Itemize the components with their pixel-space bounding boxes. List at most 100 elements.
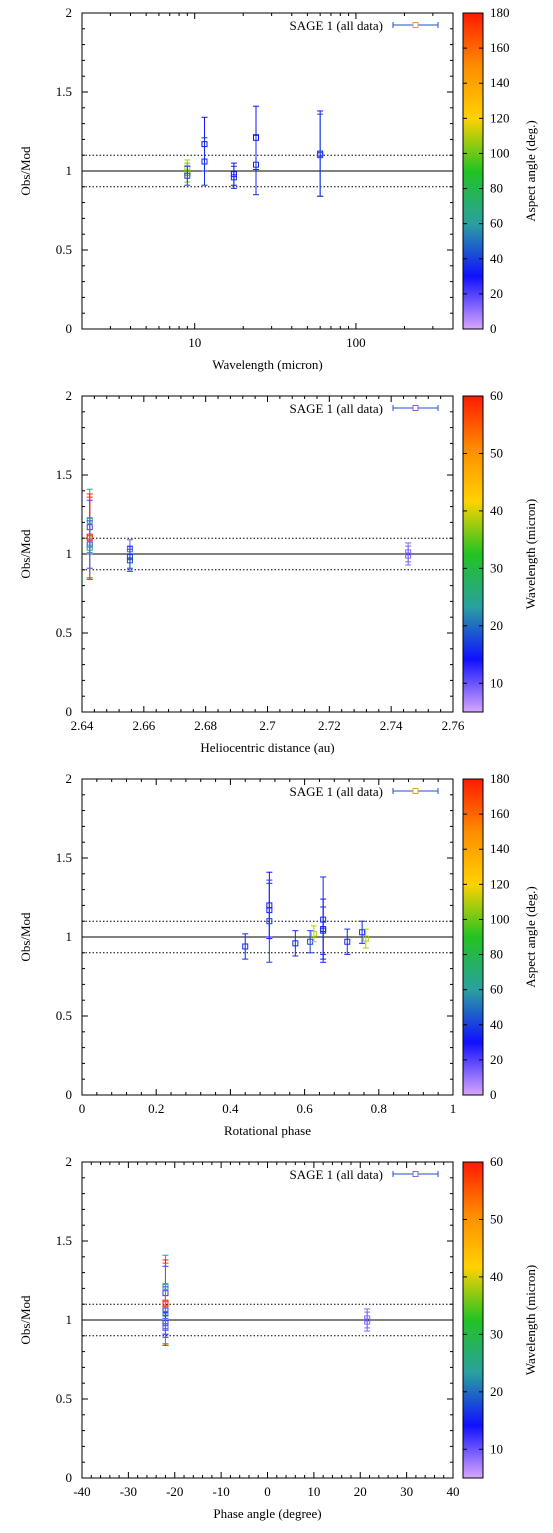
colorbar-scale [462,395,484,713]
point-marker [86,544,93,551]
colorbar-label: Aspect angle (deg.) [523,886,538,987]
x-tick-label: 0.2 [148,1101,164,1116]
point-marker [364,1318,371,1325]
colorbar-tick-label: 30 [490,1326,503,1341]
x-tick-label: 2.76 [442,718,465,733]
x-tick-label: 10 [188,335,201,350]
colorbar: 0 20 40 60 80 100 120 140 160 180 Aspect angle (de… [462,771,538,1102]
data-point [320,906,327,955]
colorbar-tick-label: 160 [490,40,510,55]
colorbar-tick-label: 80 [490,947,503,962]
x-tick-label: 2.64 [71,718,94,733]
y-tick-label: 0 [66,321,73,336]
x-tick-label: 0.4 [222,1101,239,1116]
y-tick-label: 2 [66,388,73,403]
point-marker [252,161,259,168]
legend-label: SAGE 1 (all data) [289,401,383,416]
colorbar-tick-label: 60 [490,982,503,997]
colorbar-tick-label: 60 [490,388,503,403]
chart-panel-2: 0 0.5 1 1.5 2 2.64 2.66 2.68 2.7 2.72 2.74 2.76 Heli… [18,388,538,755]
point-marker [317,152,324,159]
point-marker [344,938,351,945]
colorbar-tick-label: 0 [490,1087,497,1102]
legend-marker [412,22,419,28]
colorbar-tick-label: 120 [490,876,510,891]
colorbar-tick-label: 10 [490,1441,503,1456]
y-tick-label: 0.5 [56,242,72,257]
data-point [184,165,191,186]
colorbar-tick-label: 40 [490,1017,503,1032]
data-point [201,137,208,186]
colorbar-tick-label: 20 [490,1052,503,1067]
x-axis-label: Rotational phase [224,1123,311,1138]
legend-marker [412,788,419,794]
x-tick-label: -10 [212,1484,229,1499]
y-axis-label: Obs/Mod [18,1295,33,1345]
point-marker [162,1324,169,1331]
y-tick-label: 2 [66,771,73,786]
legend: SAGE 1 (all data) [289,1167,439,1182]
x-tick-label: -20 [166,1484,183,1499]
legend-label: SAGE 1 (all data) [289,784,383,799]
colorbar-tick-label: 40 [490,1269,503,1284]
y-axis-label: Obs/Mod [18,529,33,579]
colorbar-label: Wavelength (micron) [523,499,538,610]
x-tick-label: 0.8 [371,1101,387,1116]
legend-marker [412,1171,419,1177]
y-tick-label: 1.5 [56,850,72,865]
x-tick-label: 40 [447,1484,460,1499]
data-point [307,930,314,954]
data-point [252,134,259,196]
colorbar: 10 20 30 40 50 60 Wavelength (micron) [462,1154,538,1479]
colorbar: 0 20 40 60 80 100 120 140 160 180 Aspect angle (de… [462,5,538,336]
x-tick-label: -40 [73,1484,90,1499]
colorbar-tick-label: 140 [490,841,510,856]
colorbar-tick-label: 80 [490,181,503,196]
data-point [242,933,249,960]
colorbar-tick-label: 60 [490,1154,503,1169]
colorbar-tick-label: 20 [490,1384,503,1399]
x-tick-label: 1 [450,1101,457,1116]
legend-marker [412,405,419,411]
x-axis-label: Heliocentric distance (au) [200,740,334,755]
colorbar-tick-label: 160 [490,806,510,821]
legend-label: SAGE 1 (all data) [289,1167,383,1182]
data-point [310,925,317,943]
x-tick-label: 0 [79,1101,86,1116]
y-tick-label: 1 [66,1312,73,1327]
data-point [86,517,93,579]
data-point [162,1317,169,1338]
x-axis-label: Wavelength (micron) [212,357,323,372]
colorbar-scale [462,1161,484,1479]
legend: SAGE 1 (all data) [289,784,439,799]
y-tick-label: 1 [66,163,73,178]
colorbar: 10 20 30 40 50 60 Wavelength (micron) [462,388,538,713]
x-tick-label: -30 [120,1484,137,1499]
colorbar-scale [462,778,484,1096]
x-tick-label: 0.6 [296,1101,313,1116]
legend-label: SAGE 1 (all data) [289,18,383,33]
point-marker [292,940,299,947]
legend: SAGE 1 (all data) [289,18,439,33]
x-tick-label: 2.68 [194,718,217,733]
data-point [266,879,273,963]
point-marker [359,929,366,936]
x-tick-label: 2.66 [132,718,155,733]
colorbar-tick-label: 120 [490,110,510,125]
x-tick-label: 20 [354,1484,367,1499]
colorbar-tick-label: 10 [490,675,503,690]
colorbar-tick-label: 180 [490,5,510,20]
y-tick-label: 1.5 [56,84,72,99]
colorbar-tick-label: 140 [490,75,510,90]
y-tick-label: 0.5 [56,625,72,640]
point-marker [126,557,133,564]
colorbar-label: Wavelength (micron) [523,1265,538,1376]
data-point [362,928,369,949]
x-tick-label: 100 [346,335,366,350]
data-point [364,1311,371,1332]
point-marker [320,927,327,934]
colorbar-label: Aspect angle (deg.) [523,120,538,221]
y-tick-label: 1 [66,546,73,561]
y-axis-label: Obs/Mod [18,146,33,196]
